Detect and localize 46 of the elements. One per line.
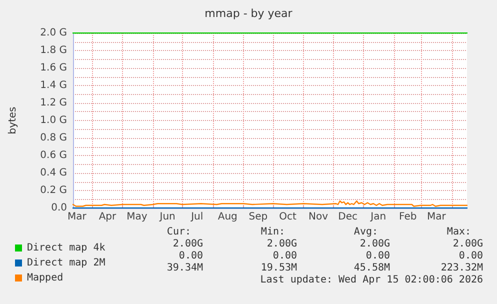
text: Max:: [446, 226, 472, 238]
y-axis-title: bytes: [8, 106, 18, 134]
legend-label: Mapped: [27, 272, 64, 284]
x-tick-label: Mar: [427, 212, 447, 222]
text: 0.00: [366, 250, 390, 262]
text: Last update: Wed Apr 15 02:00:06 2026: [260, 274, 484, 286]
y-tick-label: 1.2 G: [40, 98, 67, 108]
chart-title: mmap - by year: [204, 7, 293, 20]
text: Min:: [260, 226, 286, 238]
text: 223.32M: [440, 262, 484, 274]
y-tick-label: 2.0 G: [40, 28, 67, 38]
x-tick-label: Jan: [370, 212, 386, 222]
x-tick-label: Mar: [68, 212, 88, 222]
x-tick-label: Dec: [338, 212, 358, 222]
x-tick-label: Nov: [308, 212, 328, 222]
y-tick-label: 0.8 G: [40, 132, 67, 144]
text: 0.00: [272, 250, 298, 262]
text: 2.00G: [360, 238, 390, 250]
y-tick-label: 0.6 G: [40, 150, 67, 161]
text: 19.53M: [260, 262, 297, 274]
y-tick-label: 0.2 G: [40, 185, 67, 196]
x-tick-label: Feb: [399, 212, 417, 222]
y-tick-label: 0.4 G: [40, 168, 67, 178]
y-tick-label: 1.6 G: [40, 62, 67, 74]
legend-label: Direct map 2M: [27, 258, 106, 268]
x-tick-label: Apr: [98, 212, 118, 222]
x-tick-label: Jun: [158, 212, 176, 222]
text: 2.00G: [452, 238, 484, 250]
x-tick-label: May: [126, 212, 148, 222]
text: 2.00G: [172, 238, 204, 250]
x-tick-label: Sep: [248, 212, 268, 222]
x-tick-label: Oct: [279, 212, 296, 222]
y-tick-label: 0.0: [51, 202, 67, 214]
text: 39.34M: [166, 262, 203, 274]
y-tick-label: 1.8 G: [40, 45, 67, 56]
text: Cur:: [166, 226, 192, 238]
x-tick-label: Aug: [218, 212, 238, 222]
text: 2.00G: [266, 238, 298, 250]
text: 0.00: [458, 250, 484, 262]
y-tick-label: 1.4 G: [40, 80, 67, 91]
text: Avg:: [354, 226, 378, 238]
y-tick-label: 1.0 G: [40, 115, 67, 126]
text: 45.58M: [354, 262, 390, 274]
x-tick-label: Jul: [190, 212, 204, 222]
legend-label: Direct map 4k: [27, 242, 106, 254]
text: 0.00: [178, 250, 204, 262]
